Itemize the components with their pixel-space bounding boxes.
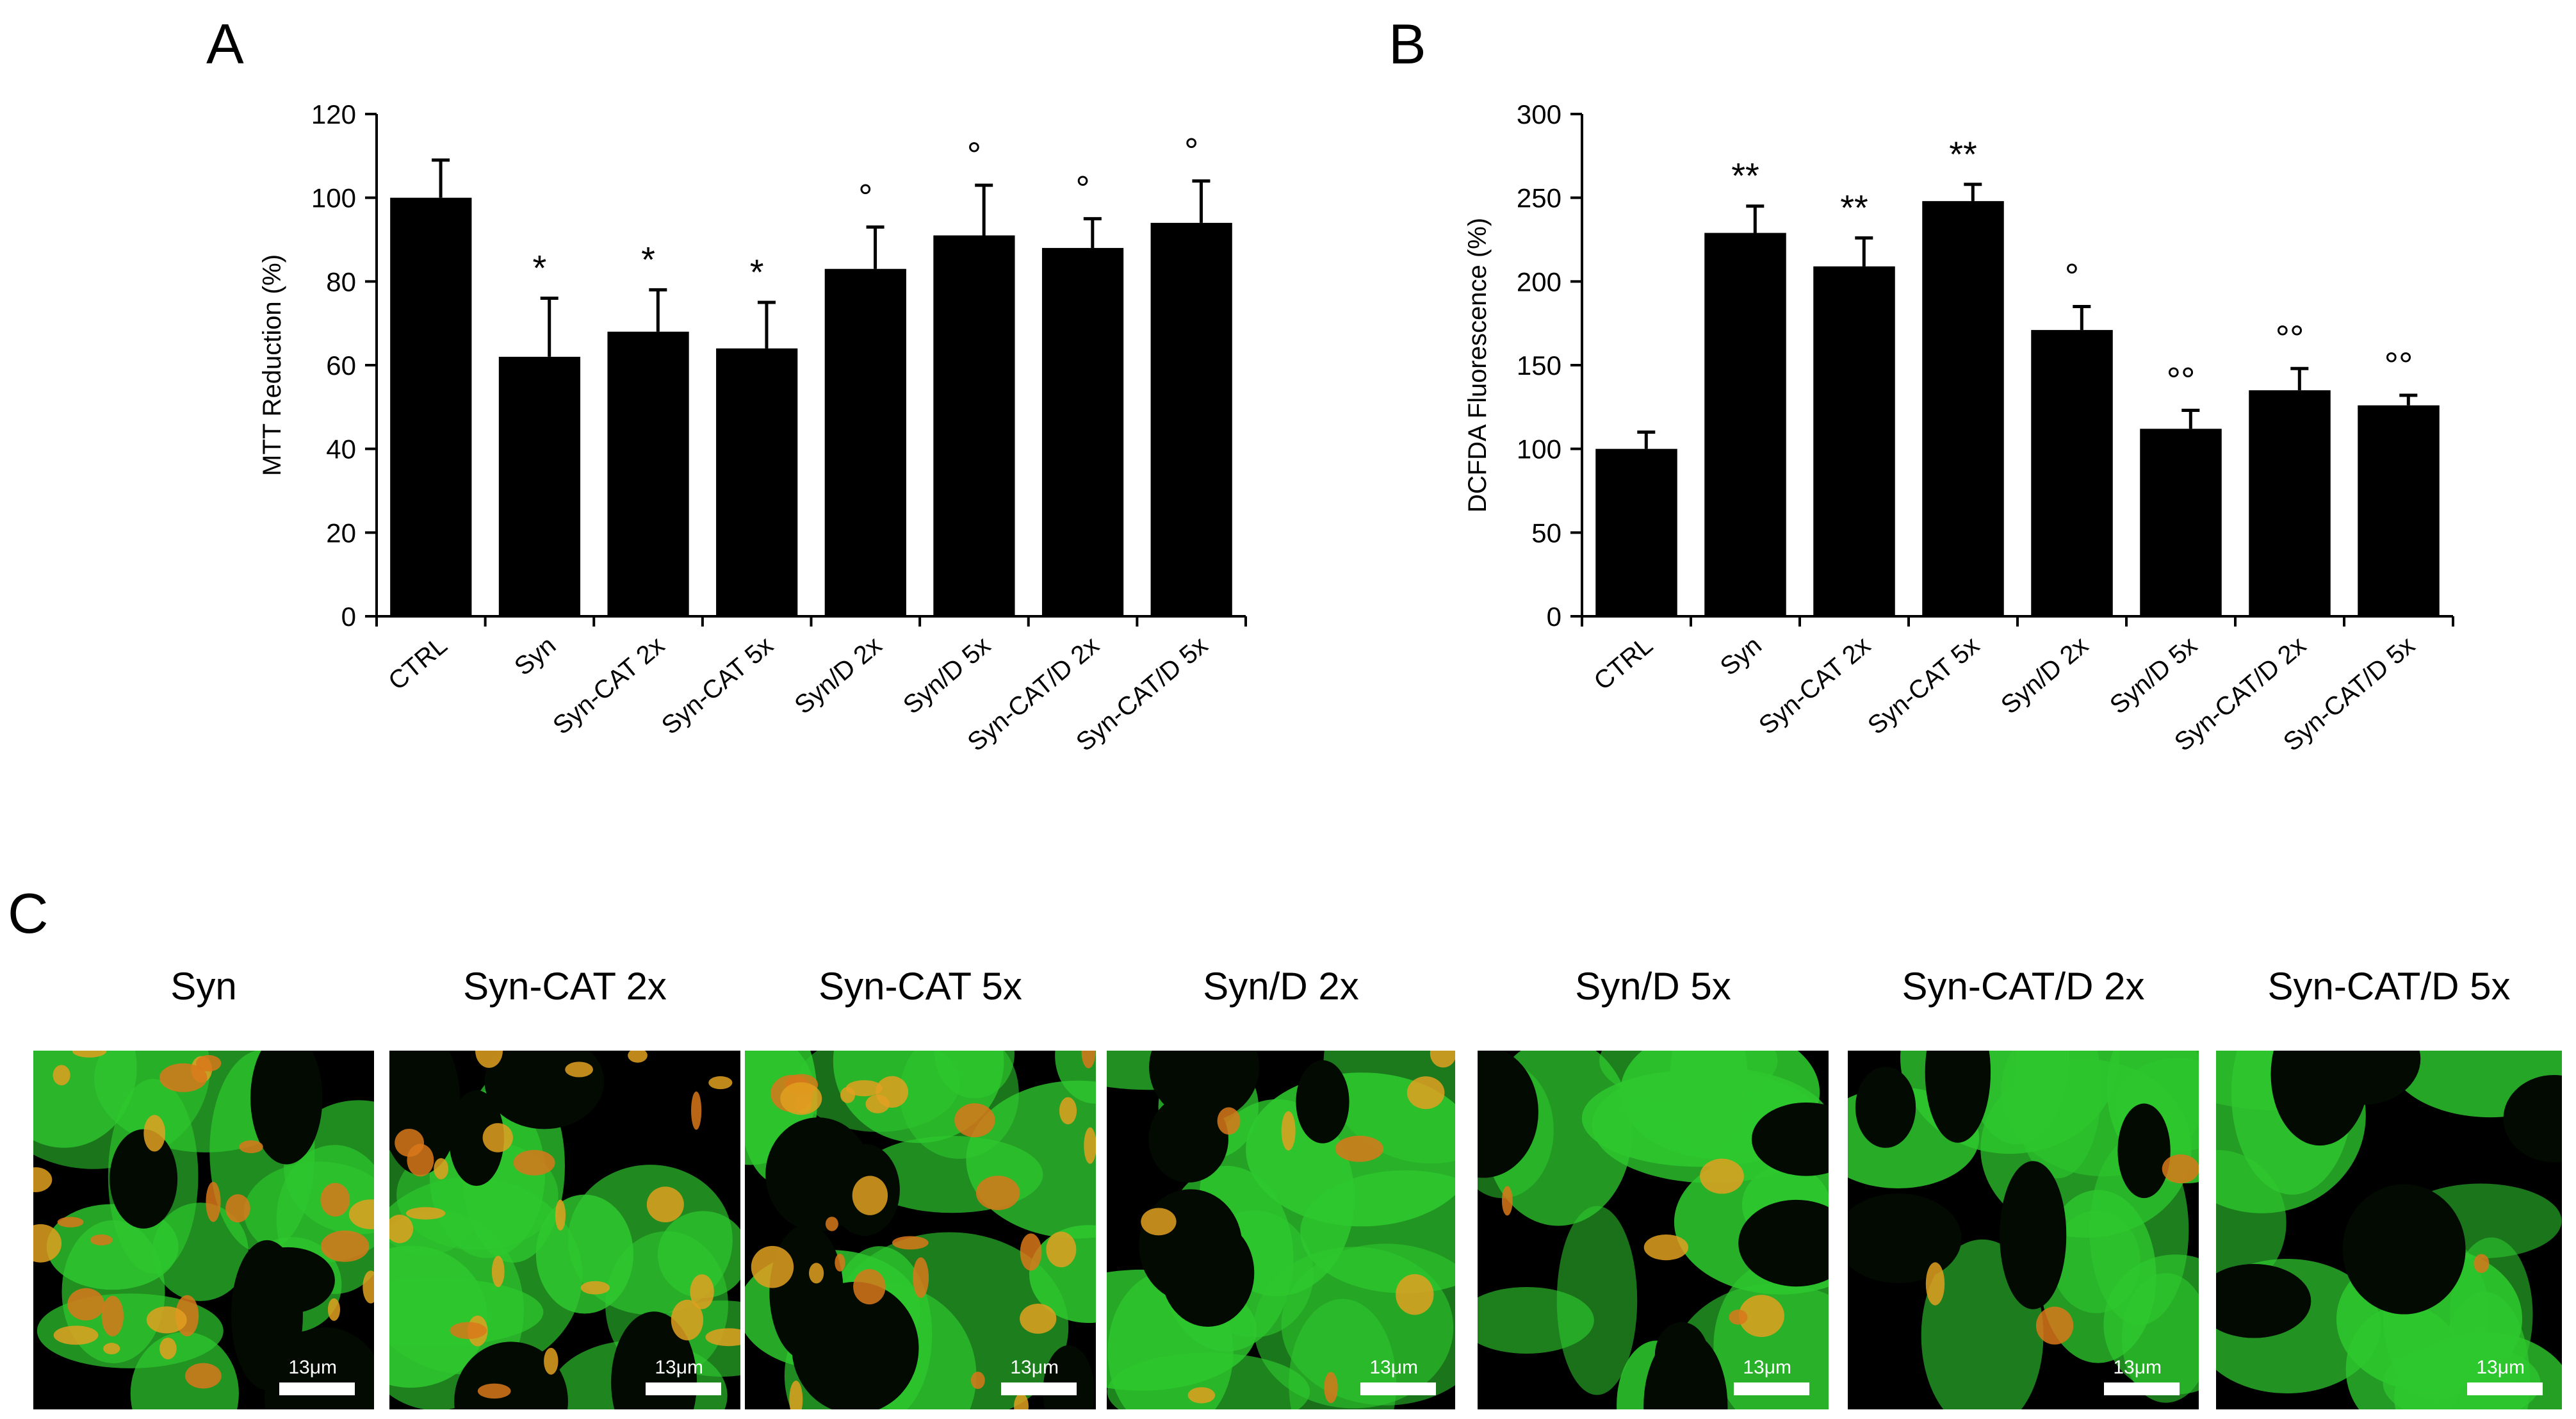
bar	[716, 348, 798, 616]
micrograph-title: Syn	[170, 965, 237, 1008]
scale-bar	[2104, 1382, 2180, 1395]
significance-mark: °°	[2276, 318, 2304, 358]
y-tick-label: 100	[1517, 434, 1561, 464]
bar	[824, 268, 906, 616]
y-tick-label: 300	[1517, 99, 1561, 129]
significance-mark: °°	[2384, 345, 2413, 385]
y-tick-label: 100	[311, 183, 356, 213]
x-tick-label: Syn/D 2x	[1996, 631, 2094, 719]
x-tick-label: Syn/D 2x	[789, 631, 887, 719]
x-tick-label: Syn-CAT 2x	[1754, 631, 1876, 740]
bar	[1150, 222, 1232, 616]
y-tick-label: 80	[326, 267, 356, 297]
scale-bar	[1001, 1382, 1077, 1395]
micrograph-image: 13μm	[1107, 1051, 1455, 1409]
micrograph-image: 13μm	[2216, 1051, 2562, 1409]
significance-mark: °	[858, 176, 872, 217]
chart-a-mtt: 0 20 40 60 80 100 120 MTT Reduction (%) CTRL * Syn…	[258, 99, 1247, 757]
micrograph-title: Syn-CAT 5x	[819, 965, 1022, 1008]
y-tick-label: 200	[1517, 267, 1561, 297]
significance-mark: °	[1184, 131, 1198, 171]
bar	[1704, 233, 1786, 617]
y-axis-label: MTT Reduction (%)	[258, 254, 286, 476]
y-tick-label: 50	[1531, 518, 1561, 548]
scale-bar	[646, 1382, 721, 1395]
significance-mark: *	[641, 239, 655, 279]
scale-bar	[279, 1382, 355, 1395]
scale-bar-label: 13μm	[1743, 1357, 1791, 1378]
significance-mark: *	[750, 252, 764, 292]
x-tick-label: Syn/D 5x	[898, 631, 996, 719]
bar	[1041, 248, 1124, 617]
scale-bar-label: 13μm	[1369, 1357, 1418, 1378]
x-tick-label: Syn-CAT 2x	[548, 631, 670, 740]
scale-bar-label: 13μm	[1010, 1357, 1059, 1378]
significance-mark: *	[533, 247, 547, 288]
x-tick-label: Syn/D 5x	[2105, 631, 2203, 719]
y-tick-label: 0	[1547, 602, 1561, 632]
bar	[933, 235, 1015, 616]
panel-letter-a: A	[206, 12, 244, 76]
micrograph-image: 13μm	[389, 1051, 740, 1409]
x-tick-label: Syn	[509, 631, 561, 681]
scale-bar-label: 13μm	[2113, 1357, 2162, 1378]
significance-mark: °	[967, 135, 981, 175]
micrograph-drawing	[745, 1051, 1096, 1409]
scale-bar-label: 13μm	[2476, 1357, 2525, 1378]
scale-bar-label: 13μm	[655, 1357, 703, 1378]
micrograph-drawing	[1107, 1051, 1455, 1409]
y-tick-label: 0	[341, 602, 356, 632]
bar	[2140, 429, 2222, 616]
y-tick-label: 60	[326, 350, 356, 381]
micrograph-drawing	[1848, 1051, 2199, 1409]
micrograph-image: 13μm	[745, 1051, 1096, 1409]
y-tick-label: 20	[326, 518, 356, 548]
micrograph-title: Syn/D 5x	[1575, 965, 1731, 1008]
y-tick-label: 150	[1517, 350, 1561, 381]
significance-mark: °°	[2167, 360, 2196, 400]
significance-mark: °	[2065, 256, 2079, 297]
micrograph-title: Syn-CAT/D 2x	[1902, 965, 2145, 1008]
scale-bar	[2467, 1382, 2543, 1395]
bar	[1922, 201, 2004, 617]
significance-mark: **	[1731, 156, 1759, 196]
y-tick-label: 40	[326, 434, 356, 464]
micrograph-title: Syn-CAT 2x	[463, 965, 667, 1008]
scale-bar	[1734, 1382, 1809, 1395]
micrograph-image: 13μm	[1478, 1051, 1829, 1409]
x-tick-label: Syn-CAT 5x	[1863, 631, 1985, 740]
bar	[2031, 330, 2113, 616]
micrograph-drawing	[2216, 1051, 2562, 1409]
y-axis-label: DCFDA Fluorescence (%)	[1463, 218, 1492, 513]
micrograph-drawing	[1478, 1051, 1829, 1409]
significance-mark: **	[1949, 134, 1977, 174]
x-tick-label: CTRL	[383, 631, 452, 696]
significance-mark: **	[1840, 187, 1868, 227]
bar	[1595, 448, 1677, 616]
bar	[1813, 266, 1895, 616]
micrograph-title: Syn/D 2x	[1203, 965, 1359, 1008]
y-tick-label: 250	[1517, 183, 1561, 213]
x-tick-label: CTRL	[1588, 631, 1658, 696]
y-tick-label: 120	[311, 99, 356, 129]
bar	[498, 356, 581, 616]
x-tick-label: Syn	[1715, 631, 1767, 681]
chart-b-dcfda: 0 50 100 150 200 250 300 DCFDA Fluorescence (%)…	[1463, 99, 2454, 757]
micrograph-drawing	[389, 1051, 740, 1409]
bar	[2249, 390, 2331, 616]
micrograph-drawing	[33, 1051, 374, 1409]
panel-letter-b: B	[1389, 12, 1426, 76]
panel-letter-c: C	[8, 882, 49, 945]
micrograph-image: 13μm	[1848, 1051, 2199, 1409]
bar	[390, 197, 472, 617]
bar	[607, 331, 689, 616]
micrograph-image: 13μm	[33, 1051, 374, 1409]
bar	[2358, 405, 2440, 616]
significance-mark: °	[1075, 168, 1089, 208]
x-tick-label: Syn-CAT 5x	[656, 631, 779, 740]
micrograph-title: Syn-CAT/D 5x	[2267, 965, 2511, 1008]
scale-bar-label: 13μm	[288, 1357, 337, 1378]
scale-bar	[1360, 1382, 1436, 1395]
